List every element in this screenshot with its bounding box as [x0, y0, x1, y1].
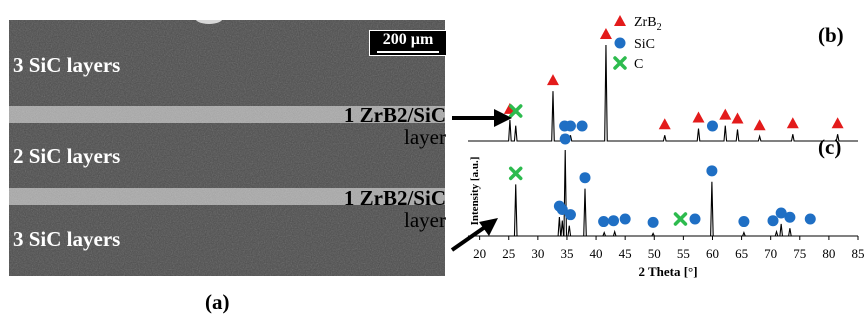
pattern-line-b: [468, 44, 858, 142]
y-axis-label: Intensity [a.u.]: [469, 157, 481, 226]
scale-bar-label: 200 µm: [382, 31, 434, 48]
arrow-head-c: [479, 218, 498, 236]
marker-c-sic: [619, 213, 631, 225]
marker-c-sic: [598, 216, 610, 228]
marker-b-zrb2: [753, 119, 766, 131]
zrb2-layer-label-2-line2: layer: [404, 208, 446, 232]
marker-b-zrb2: [692, 111, 705, 123]
zrb2-layer-label-1: 1 ZrB2/SiC layer: [306, 104, 446, 148]
marker-c-sic: [738, 216, 750, 228]
x-axis-label: 2 Theta [°]: [638, 264, 697, 279]
scale-bar-line: [377, 51, 439, 53]
marker-c-sic: [579, 172, 591, 184]
legend-marker-c: [613, 56, 627, 70]
marker-b-zrb2: [786, 117, 799, 129]
marker-b-sic: [706, 120, 718, 132]
layer-label-bottom: 3 SiC layers: [13, 227, 121, 251]
marker-b-zrb2: [503, 102, 516, 114]
marker-c-sic: [775, 207, 787, 219]
layer-label-middle: 2 SiC layers: [13, 144, 121, 168]
marker-b-sic: [564, 120, 576, 132]
marker-c-sic: [556, 204, 568, 216]
x-tick-label: 75: [793, 246, 806, 261]
arrow-head-b: [494, 109, 512, 127]
legend-label-zrb2: ZrB2: [634, 15, 662, 33]
marker-b-zrb2: [831, 117, 844, 129]
scale-bar: 200 µm: [369, 30, 447, 56]
sem-micrograph: [9, 20, 445, 276]
x-tick-label: 85: [852, 246, 865, 261]
marker-c-c-stroke: [673, 212, 688, 226]
panel-label-b: (b): [818, 23, 844, 47]
marker-c-sic: [784, 211, 796, 223]
marker-b-zrb2: [719, 108, 732, 120]
marker-c-sic: [559, 133, 571, 145]
marker-c-sic: [647, 216, 659, 228]
marker-c-c-stroke: [508, 166, 523, 181]
marker-c-sic: [608, 215, 620, 227]
marker-c-sic: [564, 209, 576, 221]
marker-b-zrb2: [658, 118, 671, 130]
marker-c-c: [508, 166, 523, 181]
legend-marker-c-stroke: [613, 56, 627, 70]
x-tick-label: 70: [764, 246, 777, 261]
x-tick-label: 65: [735, 246, 748, 261]
marker-b-zrb2: [546, 74, 559, 86]
legend-marker-sic: [614, 37, 626, 49]
marker-b-zrb2: [731, 112, 744, 124]
marker-b-sic: [576, 120, 588, 132]
marker-c-sic: [689, 213, 701, 225]
x-tick-label: 25: [502, 246, 515, 261]
zrb2-layer-label-1-line1: 1 ZrB2/SiC: [343, 103, 446, 127]
x-tick-label: 35: [560, 246, 573, 261]
legend-marker-zrb2: [614, 15, 626, 26]
x-tick-label: 80: [822, 246, 835, 261]
x-tick-label: 20: [473, 246, 486, 261]
layer-label-top: 3 SiC layers: [13, 53, 121, 77]
x-tick-label: 55: [677, 246, 690, 261]
marker-c-sic: [767, 215, 779, 227]
x-tick-label: 60: [706, 246, 719, 261]
marker-b-c-stroke: [508, 104, 523, 118]
zrb2-layer-label-1-line2: layer: [404, 125, 446, 149]
x-tick-label: 45: [619, 246, 632, 261]
zrb2-layer-label-2: 1 ZrB2/SiC layer: [306, 187, 446, 231]
legend-label-sic: SiC: [634, 37, 655, 52]
marker-b-zrb2: [599, 28, 612, 39]
marker-b-c: [508, 104, 523, 118]
x-tick-label: 40: [590, 246, 603, 261]
panel-label-c: (c): [818, 135, 841, 159]
legend-label-c: C: [634, 57, 643, 72]
x-tick-label: 50: [648, 246, 661, 261]
zrb2-layer-label-2-line1: 1 ZrB2/SiC: [343, 186, 446, 210]
pattern-line-c: [468, 149, 858, 237]
marker-c-c: [673, 212, 688, 226]
panel-a-label: (a): [205, 290, 230, 314]
marker-c-sic: [804, 213, 816, 225]
arrow-to-pattern-c: [450, 225, 487, 252]
marker-c-sic: [706, 165, 718, 177]
x-tick-label: 30: [531, 246, 544, 261]
